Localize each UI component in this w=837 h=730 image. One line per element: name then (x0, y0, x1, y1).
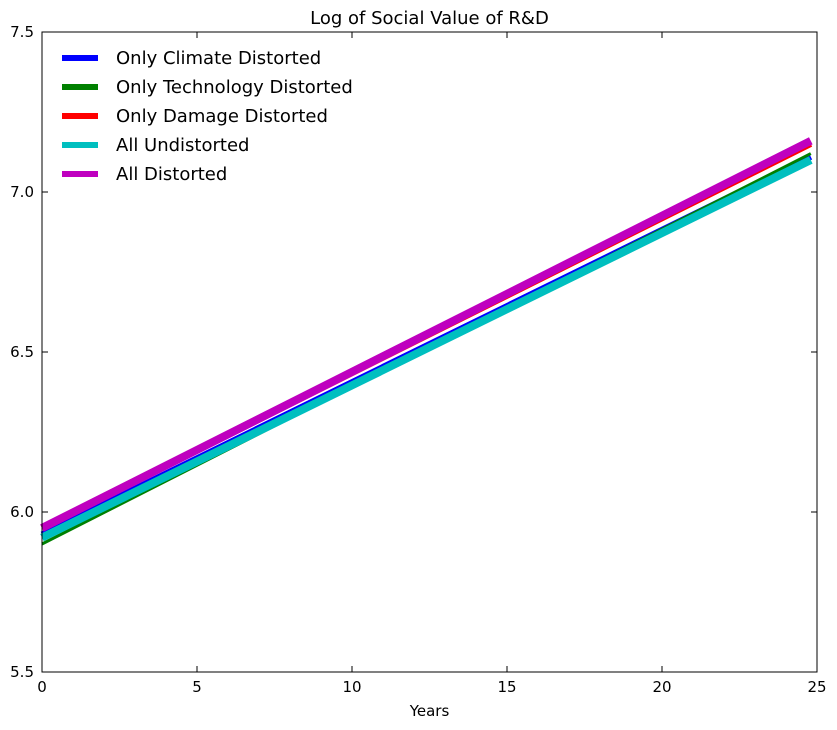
ticks-layer: 0 5 10 15 20 25 5.5 6.0 6.5 7.0 7.5 (10, 23, 826, 696)
y-tick-label: 5.5 (10, 663, 34, 681)
x-tick-label: 15 (497, 678, 516, 696)
legend-label: Only Technology Distorted (116, 77, 353, 98)
x-tick-label: 20 (652, 678, 671, 696)
x-tick-label: 25 (807, 678, 826, 696)
legend-label: All Distorted (116, 164, 227, 185)
x-tick-label: 5 (192, 678, 202, 696)
series-line-5 (40, 137, 813, 532)
x-axis-label: Years (409, 702, 450, 720)
x-tick-label: 10 (342, 678, 361, 696)
y-tick-label: 7.5 (10, 23, 34, 41)
legend-label: Only Climate Distorted (116, 48, 321, 69)
chart-title: Log of Social Value of R&D (310, 8, 549, 29)
legend: Only Climate Distorted Only Technology Di… (62, 48, 353, 185)
y-tick-label: 6.0 (10, 503, 34, 521)
legend-label: Only Damage Distorted (116, 106, 328, 127)
y-tick-label: 7.0 (10, 183, 34, 201)
x-tick-label: 0 (37, 678, 47, 696)
legend-label: All Undistorted (116, 135, 249, 156)
series-layer (40, 137, 813, 546)
series-line-4 (40, 156, 813, 542)
y-tick-label: 6.5 (10, 343, 34, 361)
